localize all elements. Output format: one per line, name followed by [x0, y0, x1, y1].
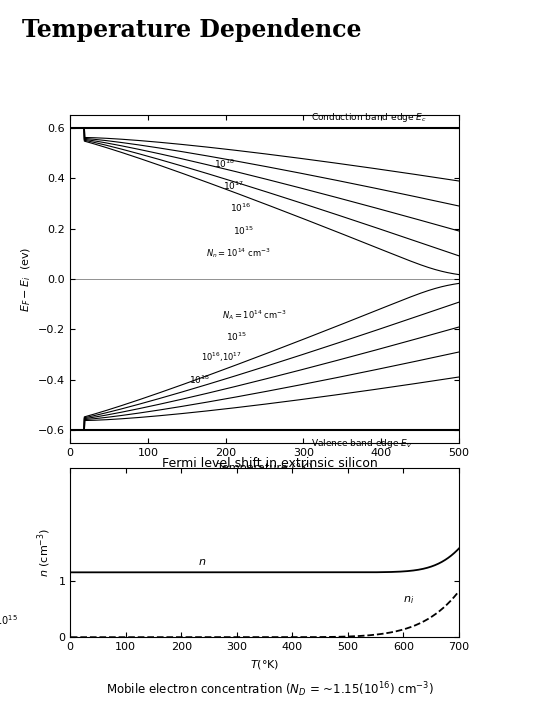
- X-axis label: $T$(°K): $T$(°K): [250, 657, 279, 670]
- Text: Temperature Dependence: Temperature Dependence: [22, 18, 361, 42]
- Text: $10^{17}$: $10^{17}$: [222, 179, 244, 192]
- Text: Valence band edge $E_v$: Valence band edge $E_v$: [311, 436, 413, 449]
- Text: $10^{18}$: $10^{18}$: [214, 158, 235, 170]
- Text: $10^{15}$: $10^{15}$: [233, 225, 254, 237]
- Text: $n$: $n$: [198, 557, 206, 567]
- Text: $10^{15}$: $10^{15}$: [226, 330, 247, 343]
- Text: $10^{16}$: $10^{16}$: [230, 202, 251, 215]
- Text: Mobile electron concentration ($N_D$ = ~1.15(10$^{16}$) cm$^{-3}$): Mobile electron concentration ($N_D$ = ~…: [106, 680, 434, 699]
- Text: $10^{16}$,$10^{17}$: $10^{16}$,$10^{17}$: [201, 351, 242, 364]
- X-axis label: Temperature (°K): Temperature (°K): [217, 463, 313, 473]
- Text: Fermi level shift in extrinsic silicon: Fermi level shift in extrinsic silicon: [162, 457, 378, 470]
- Y-axis label: $E_F - E_i$  (ev): $E_F - E_i$ (ev): [19, 246, 32, 312]
- Y-axis label: $n$ (cm$^{-3}$): $n$ (cm$^{-3}$): [35, 528, 53, 577]
- Text: Conduction band edge $E_c$: Conduction band edge $E_c$: [311, 111, 427, 124]
- Text: $10^{18}$: $10^{18}$: [189, 373, 210, 386]
- Text: $n_i$: $n_i$: [403, 594, 415, 606]
- Text: $N_A = 10^{14}$ cm$^{-3}$: $N_A = 10^{14}$ cm$^{-3}$: [222, 307, 287, 322]
- Text: $N_n = 10^{14}$ cm$^{-3}$: $N_n = 10^{14}$ cm$^{-3}$: [206, 246, 271, 260]
- Text: $2 \times 10^{15}$: $2 \times 10^{15}$: [0, 613, 17, 627]
